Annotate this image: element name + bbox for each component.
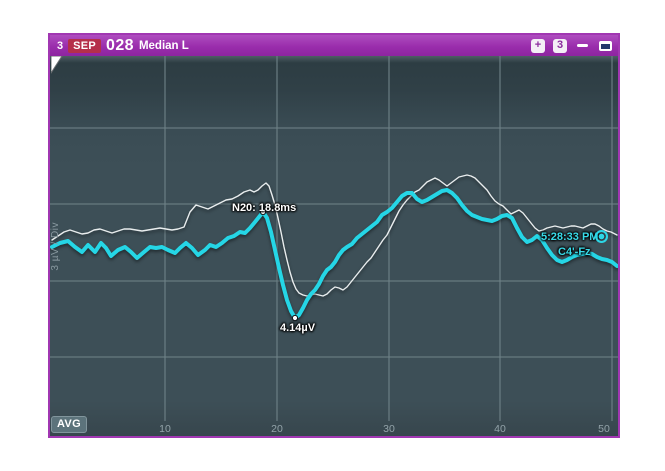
test-number: 028 <box>106 36 134 54</box>
modality-badge: SEP <box>68 38 102 53</box>
x-tick-label: 20 <box>271 423 283 435</box>
window-title: Median L <box>138 39 189 52</box>
x-tick-label: 30 <box>383 423 395 435</box>
n20-marker-label: N20: 18.8ms <box>232 202 297 214</box>
x-tick-label: 40 <box>494 423 506 435</box>
ep-trace-window: 3 SEP 028 Median L + 3 3 µV / Div N20: 1… <box>48 33 620 438</box>
waveform-svg <box>50 56 618 421</box>
restore-window-button[interactable] <box>599 40 612 51</box>
minimize-button[interactable] <box>577 39 588 53</box>
x-tick-label: 10 <box>159 423 171 435</box>
channel-label: C4'-Fz <box>558 246 591 258</box>
minimize-icon <box>577 44 588 47</box>
channel-number: 3 <box>57 39 64 52</box>
x-tick-label: 50 <box>598 423 610 435</box>
corner-fold-icon <box>51 56 63 74</box>
window-icon <box>599 40 612 51</box>
amplitude-marker-label: 4.14µV <box>280 322 316 334</box>
scale-label: 3 µV / Div <box>50 222 61 271</box>
cursor-ring-icon <box>595 230 608 243</box>
trace-count-button[interactable]: 3 <box>553 38 567 53</box>
add-button[interactable]: + <box>531 38 545 53</box>
window-titlebar[interactable]: 3 SEP 028 Median L + 3 <box>50 35 618 56</box>
avg-mode-badge: AVG <box>51 416 87 433</box>
chart-area: 3 µV / Div N20: 18.8ms 4.14µV 5:28:33 PM… <box>50 56 618 436</box>
cursor-timestamp: 5:28:33 PM <box>541 231 599 243</box>
